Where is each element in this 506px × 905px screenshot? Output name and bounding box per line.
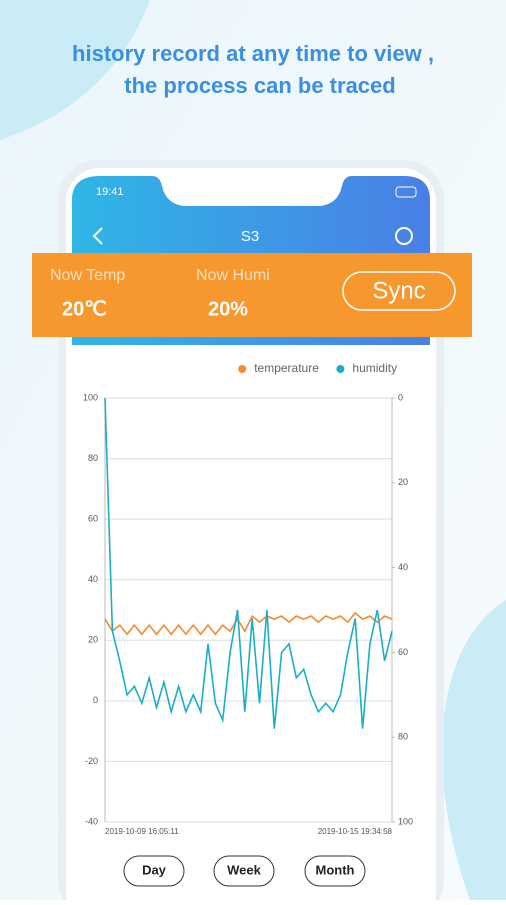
sync-label: Sync bbox=[372, 277, 425, 304]
battery bbox=[395, 186, 417, 198]
back-button[interactable] bbox=[92, 227, 103, 245]
temp-label: Now Temp bbox=[50, 267, 125, 284]
humi-label: Now Humi bbox=[196, 267, 270, 284]
series-line bbox=[104, 611, 393, 636]
y-tick-label: 80 bbox=[88, 453, 98, 463]
sync-button[interactable] bbox=[342, 271, 456, 311]
range-button[interactable] bbox=[123, 855, 185, 887]
headline: the process can be traced bbox=[124, 73, 395, 98]
range-button[interactable] bbox=[304, 855, 366, 887]
y2-tick-label: 20 bbox=[398, 477, 408, 487]
blob bbox=[0, 0, 150, 140]
y-tick-label: -20 bbox=[85, 756, 98, 766]
temp-value: 20℃ bbox=[62, 298, 107, 320]
settings-button[interactable] bbox=[395, 227, 413, 245]
y2-tick-label: 100 bbox=[398, 816, 413, 826]
y-tick-label: 60 bbox=[88, 514, 98, 524]
headline: history record at any time to view , bbox=[72, 41, 434, 66]
y-tick-label: -40 bbox=[85, 816, 98, 826]
y2-tick-label: 0 bbox=[398, 392, 403, 402]
range-label: Day bbox=[142, 862, 167, 877]
range-label: Week bbox=[227, 862, 261, 877]
y-tick-label: 40 bbox=[88, 574, 98, 584]
x-tick-label: 2019-10-15 19:34:58 bbox=[318, 827, 393, 836]
blob bbox=[442, 600, 506, 900]
y2-tick-label: 60 bbox=[398, 647, 408, 657]
range-label: Month bbox=[316, 862, 355, 877]
legend-swatch bbox=[238, 365, 247, 373]
status-panel bbox=[32, 253, 472, 337]
nav-title: S3 bbox=[241, 228, 259, 245]
phone-screen bbox=[66, 168, 436, 905]
status-time: 19:41 bbox=[96, 186, 124, 198]
legend-label: temperature bbox=[254, 361, 319, 375]
y-tick-label: 20 bbox=[88, 635, 98, 645]
x-tick-label: 2019-10-09 16:05:11 bbox=[105, 827, 179, 836]
legend-swatch bbox=[336, 365, 345, 373]
humi-value: 20% bbox=[208, 298, 248, 320]
range-button[interactable] bbox=[213, 855, 275, 887]
y-tick-label: 0 bbox=[93, 695, 98, 705]
y-tick-label: 100 bbox=[83, 392, 98, 402]
series-line bbox=[104, 397, 393, 729]
y2-tick-label: 40 bbox=[398, 562, 408, 572]
y2-tick-label: 80 bbox=[398, 732, 408, 742]
legend-label: humidity bbox=[352, 361, 397, 375]
